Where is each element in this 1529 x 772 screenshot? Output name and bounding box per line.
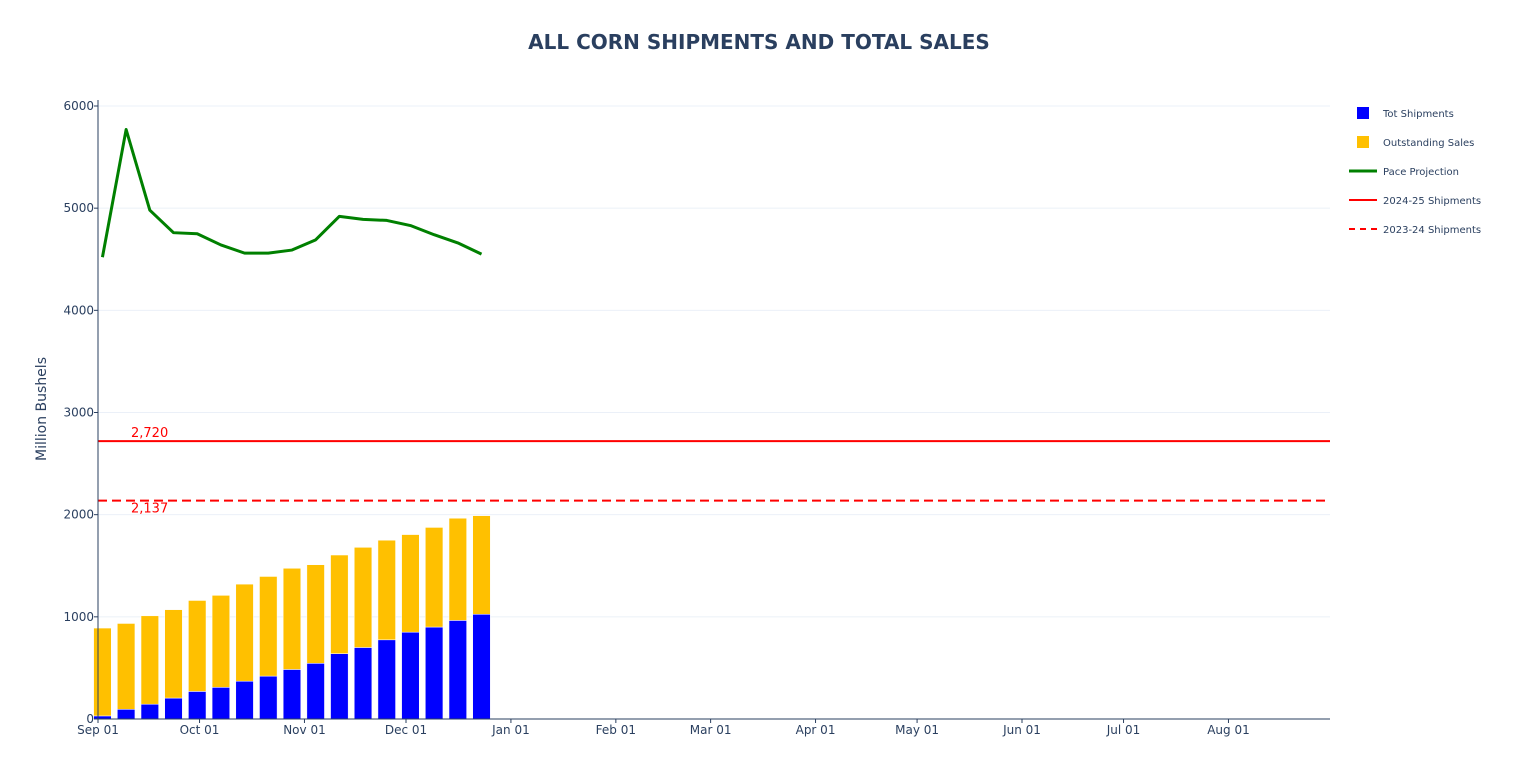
x-tick-label: Dec 01	[385, 723, 427, 737]
pace-line	[100, 127, 483, 258]
bars	[93, 515, 491, 720]
bar-tot-shipments	[377, 639, 396, 720]
bar-tot-shipments	[330, 653, 349, 720]
bar-tot-shipments	[401, 631, 420, 720]
legend-item[interactable]: 2023-24 Shipments	[1349, 225, 1481, 236]
pace-projection-line	[100, 127, 483, 258]
legend-label: 2023-24 Shipments	[1383, 225, 1481, 236]
x-tick-label: Mar 01	[690, 723, 732, 737]
legend-swatch-tot-shipments	[1357, 107, 1369, 119]
y-tick-label: 4000	[63, 303, 94, 317]
bar-outstanding-sales	[259, 576, 278, 677]
legend-item[interactable]: Outstanding Sales	[1357, 136, 1474, 149]
bar-outstanding-sales	[306, 564, 325, 664]
x-tick-label: Aug 01	[1207, 723, 1250, 737]
bar-tot-shipments	[448, 620, 467, 720]
legend-swatch-outstanding-sales	[1357, 136, 1369, 148]
bar-outstanding-sales	[93, 627, 112, 717]
bar-tot-shipments	[211, 687, 230, 720]
x-tick-label: Jul 01	[1106, 723, 1141, 737]
y-axis-ticks: 0 1000 2000 3000 4000 5000 6000	[63, 99, 98, 726]
bar-outstanding-sales	[117, 623, 136, 710]
y-tick-label: 5000	[63, 201, 94, 215]
bar-tot-shipments	[282, 669, 302, 720]
bar-outstanding-sales	[282, 568, 302, 670]
x-tick-label: Sep 01	[77, 723, 119, 737]
bar-outstanding-sales	[140, 615, 159, 705]
bar-tot-shipments	[354, 647, 373, 720]
y-tick-label: 2000	[63, 508, 94, 522]
bar-tot-shipments	[259, 675, 278, 720]
hline-label: 2,720	[131, 426, 168, 441]
bar-outstanding-sales	[211, 595, 230, 688]
bar-outstanding-sales	[401, 534, 420, 633]
grid-lines	[98, 105, 1330, 618]
axes	[97, 100, 1330, 720]
x-tick-label: Oct 01	[180, 723, 220, 737]
bar-outstanding-sales	[472, 515, 491, 615]
x-tick-label: Jan 01	[491, 723, 530, 737]
bar-tot-shipments	[472, 614, 491, 720]
y-tick-label: 6000	[63, 99, 94, 113]
bar-outstanding-sales	[188, 600, 207, 692]
legend-label: Tot Shipments	[1382, 109, 1454, 120]
legend[interactable]: Tot Shipments Outstanding Sales Pace Proje…	[1349, 107, 1481, 236]
y-tick-label: 1000	[63, 610, 94, 624]
bar-tot-shipments	[164, 697, 183, 720]
bar-outstanding-sales	[235, 583, 254, 682]
y-tick-label: 3000	[63, 406, 94, 420]
y-axis-title: Million Bushels	[34, 357, 50, 461]
legend-label: 2024-25 Shipments	[1383, 196, 1481, 207]
bar-outstanding-sales	[354, 547, 373, 648]
x-tick-label: Nov 01	[283, 723, 326, 737]
bar-tot-shipments	[188, 691, 207, 720]
x-tick-label: Jun 01	[1002, 723, 1041, 737]
hline-label: 2,137	[131, 502, 168, 517]
x-tick-label: May 01	[895, 723, 939, 737]
bar-outstanding-sales	[448, 517, 467, 621]
legend-item[interactable]: 2024-25 Shipments	[1349, 196, 1481, 207]
legend-label: Outstanding Sales	[1383, 138, 1474, 149]
bar-outstanding-sales	[425, 527, 444, 628]
bar-tot-shipments	[117, 709, 136, 720]
bar-outstanding-sales	[330, 554, 349, 654]
bar-outstanding-sales	[377, 539, 396, 641]
legend-label: Pace Projection	[1383, 167, 1459, 178]
x-axis-ticks: Sep 01 Oct 01 Nov 01 Dec 01 Jan 01 Feb 01 Mar …	[77, 719, 1250, 737]
x-tick-label: Feb 01	[596, 723, 636, 737]
legend-item[interactable]: Pace Projection	[1349, 167, 1459, 178]
bar-tot-shipments	[425, 626, 444, 720]
chart-title: ALL CORN SHIPMENTS AND TOTAL SALES	[528, 30, 990, 54]
bar-outstanding-sales	[164, 609, 183, 699]
x-tick-label: Apr 01	[796, 723, 836, 737]
y-tick-label: 0	[86, 712, 94, 726]
bar-tot-shipments	[140, 703, 159, 720]
bar-tot-shipments	[235, 680, 254, 720]
bar-tot-shipments	[306, 663, 325, 720]
reference-lines: 2,720 2,137	[98, 426, 1330, 517]
legend-item[interactable]: Tot Shipments	[1357, 107, 1454, 120]
